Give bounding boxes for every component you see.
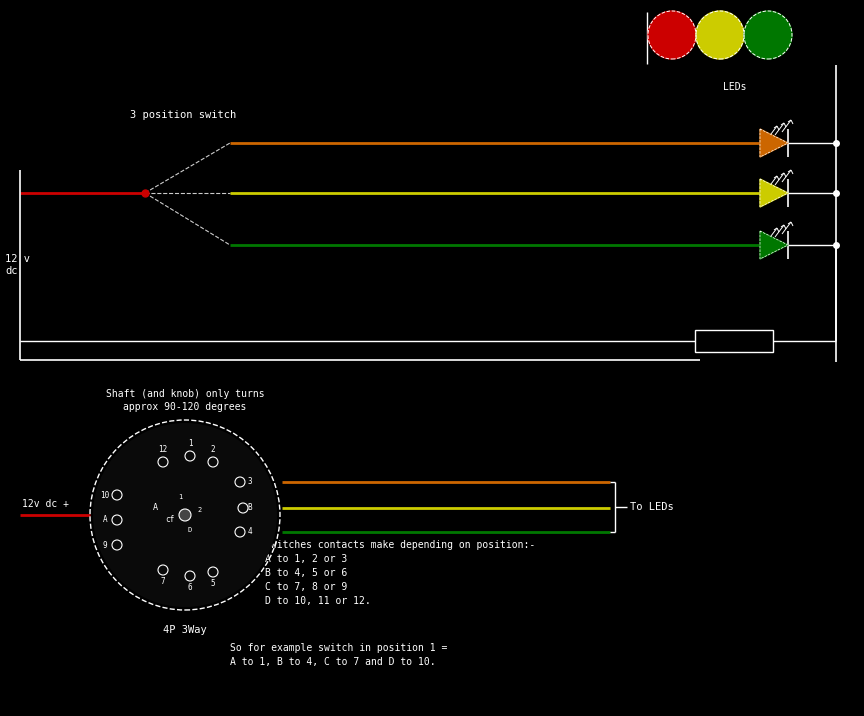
Text: To LEDs: To LEDs bbox=[630, 502, 674, 512]
Text: A: A bbox=[153, 503, 157, 511]
Circle shape bbox=[648, 11, 696, 59]
Text: 7: 7 bbox=[161, 578, 165, 586]
Text: 12: 12 bbox=[158, 445, 168, 455]
Text: cf: cf bbox=[165, 516, 175, 525]
Polygon shape bbox=[760, 179, 788, 207]
Text: Shaft (and knob) only turns
approx 90-120 degrees: Shaft (and knob) only turns approx 90-12… bbox=[105, 389, 264, 412]
Text: A: A bbox=[103, 516, 107, 525]
Text: B: B bbox=[248, 503, 252, 513]
Text: 1: 1 bbox=[187, 440, 193, 448]
Text: 6: 6 bbox=[187, 584, 193, 593]
Text: Resistor: Resistor bbox=[710, 336, 758, 346]
Text: LEDs: LEDs bbox=[723, 82, 746, 92]
Circle shape bbox=[179, 509, 191, 521]
Text: 5: 5 bbox=[211, 579, 215, 588]
Text: 3: 3 bbox=[248, 477, 252, 485]
Text: 10: 10 bbox=[100, 490, 110, 500]
Text: 2: 2 bbox=[211, 445, 215, 453]
Text: 4P 3Way: 4P 3Way bbox=[163, 625, 206, 635]
Text: Switches contacts make depending on position:-
A to 1, 2 or 3
B to 4, 5 or 6
C t: Switches contacts make depending on posi… bbox=[265, 540, 536, 606]
Circle shape bbox=[696, 11, 744, 59]
FancyBboxPatch shape bbox=[695, 330, 773, 352]
Text: 3 position switch: 3 position switch bbox=[130, 110, 236, 120]
Text: 2: 2 bbox=[198, 507, 202, 513]
Text: 12v dc +: 12v dc + bbox=[22, 499, 69, 509]
Polygon shape bbox=[760, 231, 788, 259]
Text: 9: 9 bbox=[103, 541, 107, 549]
Text: 12 v
dc: 12 v dc bbox=[5, 254, 30, 276]
Text: So for example switch in position 1 =
A to 1, B to 4, C to 7 and D to 10.: So for example switch in position 1 = A … bbox=[230, 643, 448, 667]
Text: 1: 1 bbox=[178, 494, 182, 500]
Polygon shape bbox=[760, 129, 788, 157]
Circle shape bbox=[93, 423, 277, 607]
Text: D: D bbox=[187, 527, 192, 533]
Text: 4: 4 bbox=[248, 528, 252, 536]
Circle shape bbox=[744, 11, 792, 59]
